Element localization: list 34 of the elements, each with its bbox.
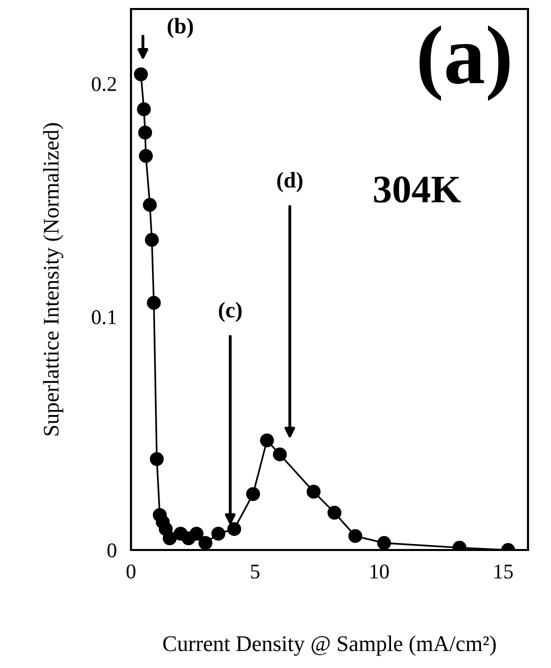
- x-tick-label: 10: [370, 564, 389, 579]
- point: [146, 296, 161, 310]
- y-axis-title: Superlattice Intensity (Normalized): [43, 123, 64, 436]
- x-tick-label: 0: [126, 564, 136, 579]
- point: [348, 529, 362, 543]
- annotation: (d): [277, 172, 302, 192]
- point: [138, 148, 153, 163]
- point: [136, 102, 151, 116]
- point: [227, 522, 242, 536]
- x-axis-title: Current Density @ Sample (mA/cm²): [163, 636, 496, 656]
- point: [328, 506, 342, 520]
- annotation: (b): [168, 18, 193, 38]
- y-tick-label: 0.1: [92, 310, 116, 324]
- point: [272, 447, 287, 462]
- point: [134, 67, 148, 82]
- point: [162, 531, 177, 546]
- point: [260, 433, 274, 448]
- annotation: 304K: [374, 176, 461, 203]
- y-tick-label: 0: [107, 543, 116, 558]
- annotation: (a): [420, 25, 510, 101]
- x-tick-label: 5: [251, 564, 260, 579]
- y-tick-label: 0.2: [92, 76, 116, 92]
- point: [144, 232, 159, 247]
- point: [190, 526, 204, 541]
- point: [142, 198, 157, 212]
- point: [246, 487, 260, 501]
- annotation: (c): [218, 302, 242, 322]
- x-tick-label: 15: [494, 564, 513, 579]
- point: [150, 452, 164, 466]
- point: [306, 484, 321, 499]
- point: [211, 526, 226, 541]
- point: [198, 536, 212, 550]
- point: [377, 536, 392, 550]
- point: [138, 126, 152, 140]
